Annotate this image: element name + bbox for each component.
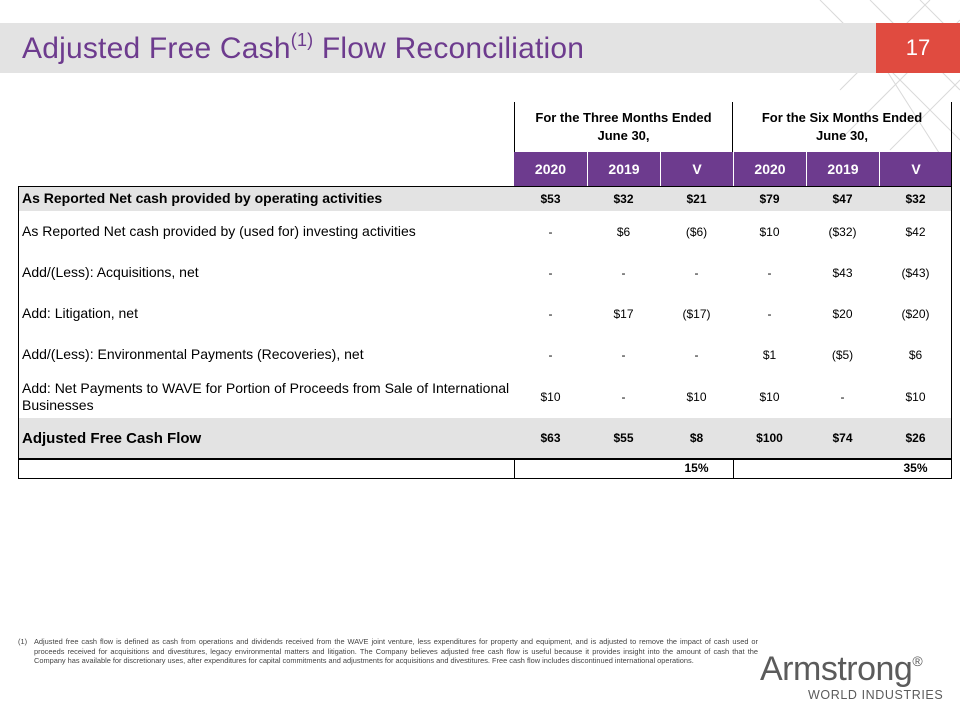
table-row-operating-activities: As Reported Net cash provided by operati… (18, 186, 952, 211)
title-footnote-ref: (1) (290, 30, 314, 50)
table-rule-total-top (18, 458, 952, 460)
footnote-text: Adjusted free cash flow is defined as ca… (34, 637, 758, 665)
table-row-litigation: Add: Litigation, net - $17 ($17) - $20 (… (22, 305, 930, 321)
table-rule-top (18, 186, 952, 187)
table-row-adjusted-free-cash-flow: Adjusted Free Cash Flow $63 $55 $8 $100 … (18, 418, 952, 458)
column-header-2019-3m: 2019 (587, 152, 660, 186)
table-row-environmental: Add/(Less): Environmental Payments (Reco… (22, 346, 923, 362)
column-header-variance-6m: V (879, 152, 952, 186)
table-row-percentage: 15% 35% (18, 458, 952, 478)
percentage-three-months: 15% (684, 461, 709, 475)
header-three-months: For the Three Months Ended June 30, (514, 102, 733, 152)
table-rule-period-divider (733, 458, 734, 479)
table-row-wave-payments: Add: Net Payments to WAVE for Portion of… (22, 379, 926, 413)
column-header-2020-3m: 2020 (514, 152, 587, 186)
column-header-2020-6m: 2020 (733, 152, 806, 186)
table-row-acquisitions: Add/(Less): Acquisitions, net - - - - $4… (22, 264, 930, 280)
logo-tagline: WORLD INDUSTRIES (808, 688, 944, 702)
armstrong-logo: Armstrong® WORLD INDUSTRIES (760, 650, 945, 705)
slide-title: Adjusted Free Cash(1) Flow Reconciliatio… (22, 30, 585, 65)
footnote: (1) Adjusted free cash flow is defined a… (18, 637, 758, 666)
column-header-2019-6m: 2019 (806, 152, 879, 186)
title-band (0, 23, 960, 73)
table-rule-right (951, 102, 952, 479)
page-number: 17 (905, 35, 931, 60)
table-rule-left (18, 186, 19, 479)
column-header-variance-3m: V (660, 152, 733, 186)
percentage-six-months: 35% (903, 461, 928, 475)
header-six-months: For the Six Months Ended June 30, (733, 102, 952, 152)
footnote-number: (1) (18, 637, 28, 646)
registered-mark: ® (912, 653, 923, 669)
logo-wordmark: Armstrong (760, 650, 913, 688)
page-number-tab: 17 (876, 23, 960, 73)
table-row-investing-activities: As Reported Net cash provided by (used f… (22, 223, 926, 239)
table-rule-bottom (18, 478, 952, 479)
table-rule-label-divider (514, 458, 515, 479)
